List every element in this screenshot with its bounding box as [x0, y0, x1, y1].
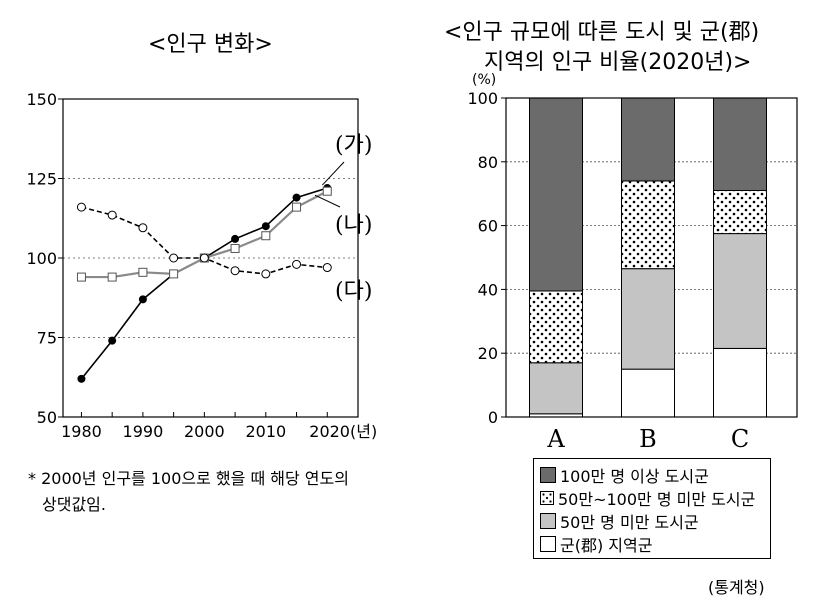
- x-tick-label: 1990: [123, 422, 164, 441]
- plot-frame: [505, 97, 798, 418]
- data-point: [169, 269, 179, 279]
- y-tick-label: 100: [467, 89, 498, 108]
- series-name-label: (나): [335, 213, 372, 238]
- right-chart-title-line1: <인구 규모에 따른 도시 및 군(郡): [444, 20, 760, 45]
- series-label-leader: [321, 161, 345, 186]
- legend-swatch-dark-gray: [540, 466, 556, 483]
- left-footnote-line2: 상댓값임.: [42, 495, 106, 514]
- bar-segment: [529, 97, 583, 292]
- bar-segment: [529, 290, 583, 364]
- bar-segment: [621, 180, 675, 270]
- data-point: [322, 263, 332, 273]
- x-tick-label: 2020(년): [309, 422, 377, 441]
- y-tick-label: 80: [478, 153, 498, 172]
- source-label: (통계청): [708, 578, 765, 597]
- data-point: [292, 259, 302, 269]
- data-point: [261, 222, 270, 231]
- x-tick-label: 2000: [184, 422, 225, 441]
- x-category-label: C: [731, 425, 749, 450]
- population-share-stacked-bar-chart: (%) 0 20 40 60 80 100 A B C: [467, 72, 798, 450]
- legend-label: 100만 명 이상 도시군: [560, 466, 709, 486]
- legend-swatch-white: [540, 535, 556, 552]
- data-point: [138, 223, 148, 233]
- data-point: [107, 210, 117, 220]
- data-point: [261, 269, 271, 279]
- y-tick-label: 0: [488, 408, 498, 427]
- series-line: [80, 187, 328, 380]
- y-tick-label: 150: [26, 90, 57, 109]
- data-point: [107, 272, 117, 282]
- series-label-leader: [314, 194, 341, 208]
- left-chart-title: <인구 변화>: [148, 32, 273, 57]
- y-tick-label: 50: [37, 408, 57, 427]
- series-name-label: (다): [335, 279, 372, 304]
- series-line: [81, 206, 328, 275]
- y-tick-label: 100: [26, 249, 57, 268]
- y-unit-label: (%): [472, 72, 496, 88]
- data-point: [138, 295, 147, 304]
- x-category-label: A: [546, 425, 565, 450]
- legend-label: 50만~100만 명 미만 도시군: [558, 489, 756, 509]
- data-point: [261, 231, 271, 241]
- data-point: [108, 336, 117, 345]
- y-tick-label: 20: [478, 344, 498, 363]
- data-point: [138, 267, 148, 277]
- legend-item-under-500k: 50만 명 미만 도시군: [540, 509, 764, 532]
- y-tick-label: 60: [478, 217, 498, 236]
- data-point: [76, 272, 86, 282]
- bar-segment: [621, 268, 675, 370]
- data-point: [77, 374, 86, 383]
- bar-segment: [713, 233, 767, 349]
- bar-segment: [713, 190, 767, 235]
- legend-label: 50만 명 미만 도시군: [560, 512, 699, 532]
- data-point: [231, 234, 240, 243]
- legend-item-county: 군(郡) 지역군: [540, 532, 764, 555]
- population-change-line-chart: 50 75 100 125 150 1980 1990 2000 2010 2020(년) (가) (…: [26, 90, 377, 441]
- series-name-label: (가): [335, 133, 372, 158]
- left-footnote-line1: * 2000년 인구를 100으로 했을 때 해당 연도의: [28, 469, 349, 488]
- bar-segment: [621, 97, 675, 182]
- data-point: [292, 193, 301, 202]
- data-point: [292, 202, 302, 212]
- legend-swatch-dots: [540, 490, 554, 505]
- legend-swatch-light-gray: [540, 512, 556, 529]
- data-point: [199, 253, 209, 263]
- bar-segment: [529, 362, 583, 415]
- data-point: [169, 253, 179, 263]
- y-tick-label: 125: [26, 170, 57, 189]
- bar-segment: [713, 97, 767, 192]
- x-category-label: B: [639, 425, 657, 450]
- right-chart-title-line2: 지역의 인구 비율(2020년)>: [484, 50, 752, 75]
- legend-item-500k-1m: 50만~100만 명 미만 도시군: [540, 486, 764, 509]
- y-tick-label: 40: [478, 280, 498, 299]
- data-point: [322, 186, 332, 196]
- x-tick-label: 2010: [245, 422, 286, 441]
- legend-item-over-1m: 100만 명 이상 도시군: [540, 463, 764, 486]
- data-point: [230, 266, 240, 276]
- bar-segment: [621, 368, 675, 418]
- bar-segment: [713, 347, 767, 418]
- legend-label: 군(郡) 지역군: [560, 535, 653, 555]
- data-point: [230, 243, 240, 253]
- x-tick-label: 1980: [61, 422, 102, 441]
- right-legend: 100만 명 이상 도시군 50만~100만 명 미만 도시군 50만 명 미만…: [533, 458, 771, 559]
- data-point: [76, 202, 86, 212]
- y-tick-label: 75: [37, 329, 57, 348]
